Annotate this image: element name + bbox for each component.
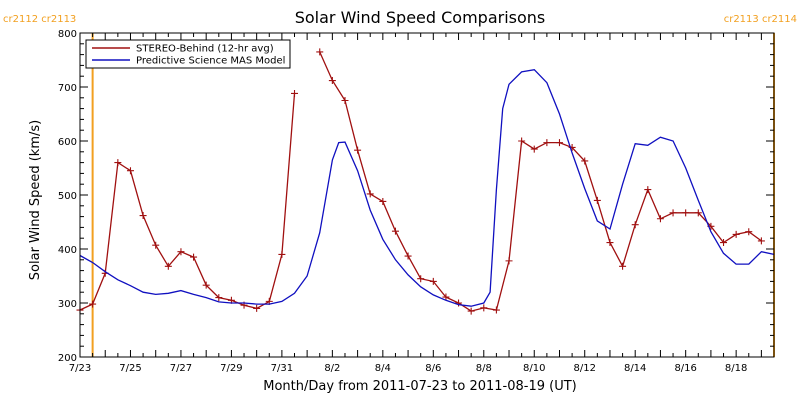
x-tick-label: 7/23 — [69, 363, 91, 374]
x-tick-label: 8/8 — [476, 363, 492, 374]
x-tick-label: 7/29 — [220, 363, 242, 374]
stereo-data-point — [278, 250, 286, 258]
y-axis-title: Solar Wind Speed (km/s) — [28, 120, 43, 280]
stereo-data-point — [139, 212, 147, 220]
y-tick-label: 700 — [58, 83, 77, 94]
stereo-data-point — [177, 248, 185, 256]
stereo-data-point — [328, 77, 336, 85]
stereo-data-point — [757, 237, 765, 245]
stereo-data-point — [429, 277, 437, 285]
legend-label-stereo: STEREO-Behind (12-hr avg) — [136, 44, 274, 55]
stereo-data-point — [202, 281, 210, 289]
stereo-data-point — [467, 307, 475, 315]
stereo-data-point — [404, 252, 412, 260]
stereo-data-point — [492, 306, 500, 314]
stereo-series-line — [319, 51, 762, 312]
stereo-data-point — [505, 257, 513, 265]
stereo-data-point — [455, 299, 463, 307]
stereo-data-point — [732, 230, 740, 238]
y-tick-label: 600 — [58, 137, 77, 148]
stereo-data-point — [215, 294, 223, 302]
stereo-data-point — [190, 253, 198, 261]
mas-model-series-line — [79, 69, 775, 307]
stereo-data-point — [114, 159, 122, 167]
x-tick-label: 7/31 — [271, 363, 293, 374]
stereo-data-point — [379, 197, 387, 205]
x-tick-label: 8/14 — [624, 363, 646, 374]
stereo-data-point — [89, 300, 97, 308]
stereo-data-point — [126, 167, 134, 175]
x-tick-label: 8/18 — [725, 363, 747, 374]
stereo-data-point — [619, 262, 627, 270]
stereo-data-point — [164, 262, 172, 270]
x-tick-label: 8/10 — [523, 363, 545, 374]
x-tick-label: 8/6 — [425, 363, 441, 374]
x-tick-label: 8/16 — [674, 363, 696, 374]
stereo-data-point — [391, 227, 399, 235]
y-tick-label: 400 — [58, 245, 77, 256]
stereo-data-point — [720, 239, 728, 247]
stereo-data-point — [316, 48, 324, 56]
stereo-series-line — [79, 93, 296, 311]
stereo-data-point — [543, 139, 551, 147]
stereo-data-point — [682, 209, 690, 217]
stereo-data-point — [366, 190, 374, 198]
stereo-data-point — [631, 221, 639, 229]
y-tick-label: 200 — [58, 353, 77, 364]
stereo-data-point — [253, 304, 261, 312]
stereo-data-point — [442, 293, 450, 301]
stereo-data-point — [581, 157, 589, 165]
x-tick-label: 7/25 — [119, 363, 141, 374]
chart-title: Solar Wind Speed Comparisons — [295, 8, 546, 27]
stereo-data-point — [341, 97, 349, 104]
y-tick-label: 300 — [58, 299, 77, 310]
stereo-data-point — [669, 209, 677, 217]
legend-label-mas: Predictive Science MAS Model — [136, 56, 285, 67]
stereo-data-point — [555, 139, 563, 147]
stereo-data-point — [417, 275, 425, 283]
stereo-data-point — [644, 186, 652, 194]
stereo-data-point — [745, 228, 753, 236]
cr-label: cr2113 cr2114 — [724, 14, 797, 25]
stereo-data-point — [518, 137, 526, 145]
x-tick-label: 8/12 — [573, 363, 595, 374]
x-axis-title: Month/Day from 2011-07-23 to 2011-08-19 … — [263, 379, 576, 394]
stereo-data-point — [606, 239, 614, 247]
stereo-data-point — [480, 304, 488, 312]
x-tick-label: 8/2 — [324, 363, 340, 374]
legend: STEREO-Behind (12-hr avg)Predictive Scie… — [85, 39, 291, 69]
stereo-data-point — [152, 241, 160, 249]
x-tick-label: 7/27 — [170, 363, 192, 374]
y-tick-label: 500 — [58, 191, 77, 202]
stereo-data-point — [530, 145, 538, 153]
plot-frame — [79, 32, 775, 358]
stereo-data-point — [593, 196, 601, 204]
stereo-data-point — [354, 146, 362, 154]
legend-box — [85, 39, 291, 69]
stereo-data-point — [694, 209, 702, 217]
cr-label: cr2112 cr2113 — [3, 14, 76, 25]
stereo-data-point — [656, 215, 664, 223]
y-tick-label: 800 — [58, 29, 77, 40]
x-tick-label: 8/4 — [375, 363, 391, 374]
stereo-data-point — [291, 89, 299, 97]
